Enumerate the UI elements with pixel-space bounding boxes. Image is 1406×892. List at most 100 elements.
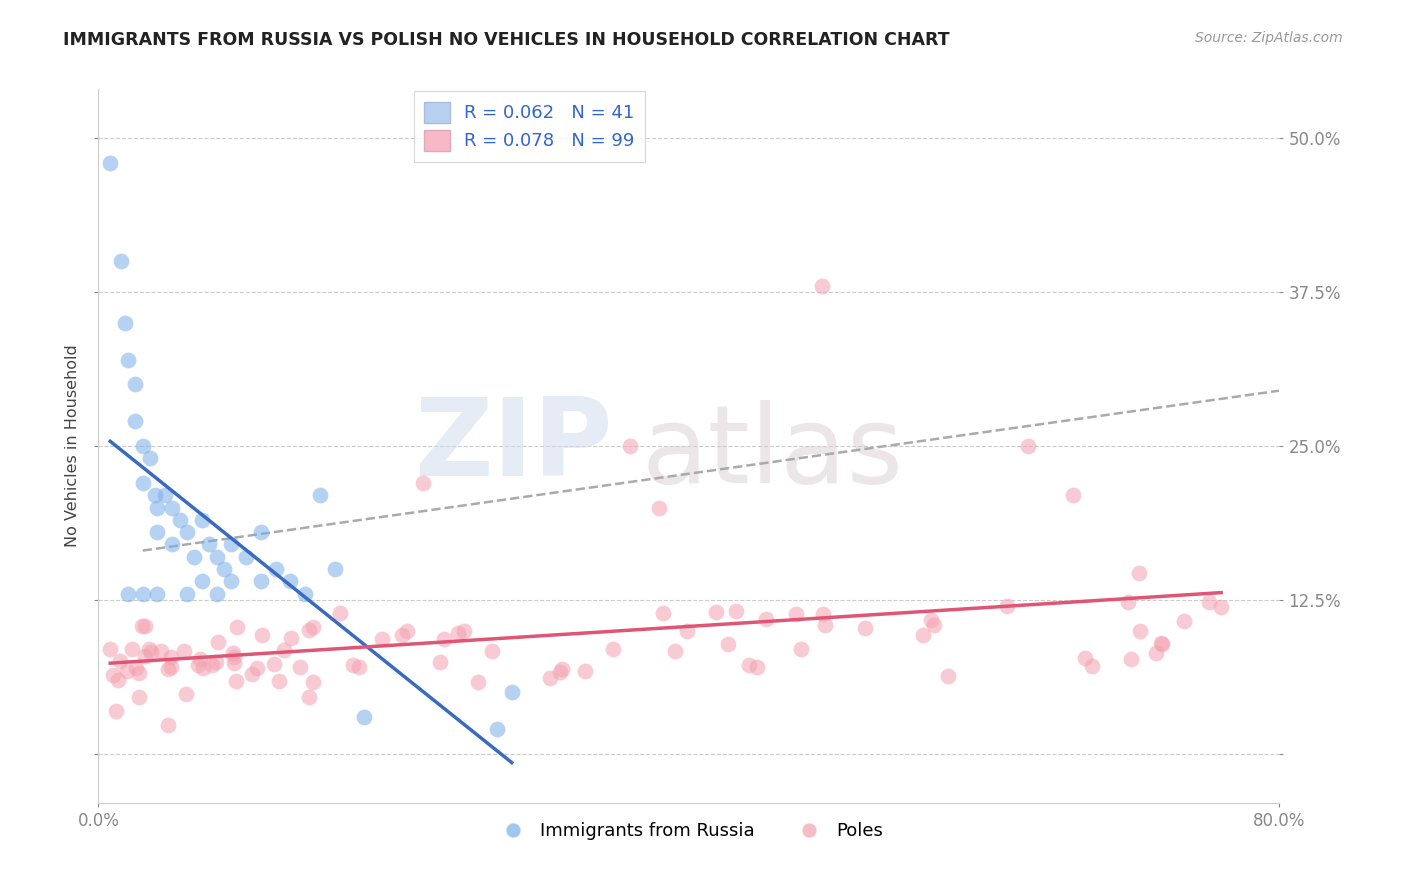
Point (273, 643, 295, 657)
Point (191, 574, 214, 589)
Point (912, 628, 935, 642)
Point (811, 607, 834, 621)
Point (481, 644, 503, 658)
Point (302, 620, 325, 634)
Point (188, 651, 211, 665)
Point (138, 641, 160, 656)
Point (298, 690, 321, 705)
Text: Source: ZipAtlas.com: Source: ZipAtlas.com (1195, 31, 1343, 45)
Point (855, 622, 877, 636)
Point (1128, 566, 1150, 580)
Legend: Immigrants from Russia, Poles: Immigrants from Russia, Poles (488, 815, 890, 847)
Point (124, 414, 146, 428)
Point (936, 668, 959, 682)
Point (153, 488, 176, 502)
Point (922, 618, 945, 632)
Point (121, 641, 143, 656)
Point (183, 549, 205, 564)
Point (205, 656, 228, 670)
Point (717, 637, 740, 651)
Point (176, 587, 198, 601)
Point (212, 562, 235, 576)
Point (221, 646, 243, 660)
Point (132, 475, 155, 490)
Point (347, 660, 370, 674)
Point (995, 599, 1018, 613)
Point (162, 500, 183, 515)
Point (134, 648, 156, 663)
Point (391, 628, 413, 642)
Point (920, 613, 942, 627)
Point (602, 641, 624, 656)
Point (264, 562, 287, 576)
Point (224, 656, 246, 670)
Point (104, 704, 127, 718)
Point (157, 718, 180, 732)
Point (453, 624, 475, 638)
Point (150, 644, 173, 658)
Point (225, 619, 247, 633)
Point (280, 574, 302, 589)
Point (157, 662, 180, 676)
Point (222, 650, 245, 665)
Point (205, 549, 228, 564)
Point (110, 254, 132, 268)
Y-axis label: No Vehicles in Household: No Vehicles in Household (65, 344, 80, 548)
Point (342, 657, 364, 672)
Point (619, 439, 641, 453)
Point (1150, 636, 1173, 650)
Point (132, 587, 155, 601)
Point (134, 619, 156, 633)
Point (785, 607, 807, 621)
Point (162, 537, 183, 551)
Point (160, 660, 183, 674)
Point (790, 641, 813, 656)
Point (1173, 614, 1195, 628)
Point (329, 607, 352, 621)
Point (143, 488, 166, 502)
Point (676, 624, 699, 638)
Point (176, 525, 198, 540)
Point (141, 645, 163, 659)
Point (173, 643, 195, 657)
Point (108, 654, 131, 668)
Point (433, 632, 456, 647)
Point (1116, 595, 1139, 609)
Point (813, 618, 835, 632)
Point (280, 631, 302, 645)
Point (107, 673, 129, 688)
Point (704, 605, 727, 619)
Point (169, 513, 191, 527)
Point (1150, 636, 1173, 650)
Point (353, 709, 375, 723)
Point (263, 657, 285, 671)
Point (132, 439, 155, 453)
Point (124, 377, 146, 392)
Point (548, 665, 571, 680)
Point (1129, 624, 1152, 638)
Point (117, 587, 139, 601)
Point (146, 525, 169, 540)
Point (191, 513, 214, 527)
Point (246, 661, 269, 675)
Point (221, 537, 243, 551)
Point (1018, 439, 1040, 453)
Point (207, 634, 229, 648)
Point (301, 675, 323, 690)
Point (290, 659, 312, 673)
Point (724, 604, 747, 618)
Point (1144, 646, 1167, 660)
Point (131, 618, 153, 632)
Point (139, 451, 162, 466)
Point (205, 587, 228, 601)
Point (146, 587, 169, 601)
Point (193, 661, 215, 675)
Point (738, 657, 761, 672)
Point (298, 624, 321, 638)
Text: ZIP: ZIP (413, 393, 612, 499)
Point (128, 666, 150, 681)
Point (810, 279, 832, 293)
Point (114, 316, 136, 330)
Point (1211, 600, 1233, 615)
Point (250, 574, 273, 589)
